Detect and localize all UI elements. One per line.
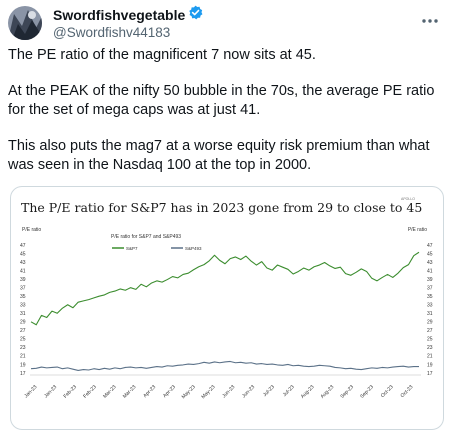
x-axis: Jan-23 Jan-23 Feb-23 Feb-23 Mar-23 Mar-23 Apr-… [23,384,414,400]
x-tick-label: Aug-23 [300,384,316,400]
y-tick-label-right: 43 [427,260,433,266]
plot-area [30,251,420,371]
x-tick-label: Jan-23 [43,384,58,399]
tweet-paragraph: This also puts the mag7 at a worse equit… [8,138,430,173]
tweet-header: Swordfishvegetable @Swordfishv44183 [8,5,444,40]
y-tick-label-right: 19 [427,362,433,368]
y-tick-label-left: 23 [20,345,26,351]
user-handle[interactable]: @Swordfishv44183 [53,25,171,40]
display-name-row: Swordfishvegetable [53,5,203,25]
pe-ratio-chart: The P/E ratio for S&P7 has in 2023 gone … [20,197,433,400]
y-tick-label-left: 25 [20,337,26,343]
x-tick-label: Mar-23 [122,384,138,400]
x-tick-label: Jul-23 [262,384,276,398]
y-axis-label-left: P/E ratio [22,227,41,233]
x-tick-label: Jan-23 [23,384,38,399]
x-tick-label: Feb-23 [82,384,98,400]
x-tick-label: Sep-23 [359,384,375,400]
y-tick-label-right: 41 [427,268,433,274]
verified-badge-icon [188,5,203,25]
series-line-sp7 [30,251,420,326]
y-tick-label-left: 33 [20,303,26,309]
tweet-author: Swordfishvegetable @Swordfishv44183 [53,5,203,40]
chart-title: The P/E ratio for S&P7 has in 2023 gone … [21,200,422,215]
x-tick-label: Jun-23 [221,384,236,399]
x-tick-label: Sep-23 [339,384,355,400]
chart-brand-logo: APOLLO [401,197,415,201]
y-tick-label-right: 21 [427,354,433,360]
y-tick-label-right: 37 [427,285,433,291]
x-tick-label: May-23 [200,384,216,400]
y-axis-left: 17 19 21 23 25 27 29 31 33 35 37 39 41 43 45 47 [20,243,26,377]
y-tick-label-left: 27 [20,328,26,334]
y-tick-label-right: 31 [427,311,433,317]
series-line-sp493 [30,360,419,371]
x-tick-label: Jun-23 [241,384,256,399]
y-axis-right: 17 19 21 23 25 27 29 31 33 35 37 39 41 43 45 47 [427,243,433,377]
y-tick-label-left: 35 [20,294,26,300]
y-tick-label-right: 39 [427,277,433,283]
y-tick-label-left: 29 [20,320,26,326]
y-tick-label-right: 33 [427,303,433,309]
y-tick-label-left: 39 [20,277,26,283]
y-tick-label-left: 31 [20,311,26,317]
y-tick-label-left: 17 [20,371,26,377]
y-tick-label-left: 45 [20,251,26,257]
y-tick-label-right: 29 [427,320,433,326]
x-tick-label: Aug-23 [320,384,336,400]
y-tick-label-left: 41 [20,268,26,274]
x-tick-label: May-23 [181,384,197,400]
y-tick-label-left: 47 [20,243,26,249]
x-tick-label: Apr-23 [142,384,157,399]
legend-title: P/E ratio for S&P7 and S&P493 [111,234,181,240]
y-tick-label-left: 43 [20,260,26,266]
y-tick-label-right: 45 [427,251,433,257]
tweet-paragraph: At the PEAK of the nifty 50 bubble in th… [8,83,435,118]
display-name[interactable]: Swordfishvegetable [53,7,186,23]
x-tick-label: Apr-23 [162,384,177,399]
y-tick-label-left: 19 [20,362,26,368]
legend-label-sp493: S&P493 [185,246,202,251]
x-tick-label: Jul-23 [282,384,296,398]
avatar[interactable] [8,6,42,40]
y-tick-label-right: 25 [427,337,433,343]
y-tick-label-left: 21 [20,354,26,360]
y-tick-label-left: 37 [20,285,26,291]
x-tick-label: Oct-23 [380,384,395,399]
y-tick-label-right: 23 [427,345,433,351]
y-tick-label-right: 17 [427,371,433,377]
more-options-icon[interactable] [420,12,440,23]
y-axis-label-right: P/E ratio [408,227,427,233]
x-tick-label: Oct-23 [400,384,415,399]
y-tick-label-right: 47 [427,243,433,249]
x-tick-label: Feb-23 [63,384,79,400]
y-tick-label-right: 27 [427,328,433,334]
tweet-text: The PE ratio of the magnificent 7 now si… [8,46,448,192]
tweet-paragraph: The PE ratio of the magnificent 7 now si… [8,47,316,63]
legend-label-sp7: S&P7 [126,246,138,251]
x-tick-label: Mar-23 [102,384,118,400]
chart-image-card[interactable]: The P/E ratio for S&P7 has in 2023 gone … [10,186,444,430]
y-tick-label-right: 35 [427,294,433,300]
